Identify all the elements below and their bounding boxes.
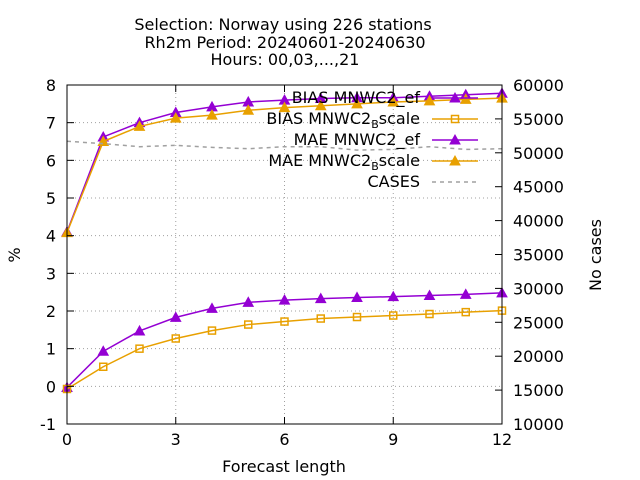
data-point: [169, 311, 182, 322]
y2-tick-label: 20000: [513, 347, 564, 366]
y-tick-label: 1: [46, 340, 56, 359]
data-point: [316, 314, 325, 323]
x-tick-label: 12: [492, 430, 512, 449]
data-point: [207, 326, 217, 335]
data-point: [133, 324, 146, 336]
series-line: [66, 140, 503, 151]
y2-tick-label: 60000: [513, 76, 564, 95]
data-point: [459, 288, 472, 299]
legend-label: MAE MNWC2_ef: [294, 130, 421, 150]
legend-label: MAE MNWC2Bscale: [268, 151, 420, 173]
data-point: [169, 112, 182, 123]
title-line-1: Selection: Norway using 226 stations: [134, 15, 431, 34]
data-point: [314, 99, 327, 111]
legend-label: BIAS MNWC2Bscale: [266, 109, 420, 131]
legend-marker: [449, 91, 461, 103]
series-bias-mnwc2-ef: [61, 286, 508, 392]
series-layer: [61, 87, 508, 394]
x-tick-label: 0: [62, 430, 72, 449]
data-point: [278, 294, 291, 305]
data-point: [459, 93, 472, 104]
y2-tick-label: 40000: [513, 212, 564, 231]
legend-marker: [450, 114, 460, 124]
legend-entry: BIAS MNWC2_ef: [292, 88, 478, 108]
x-axis-label: Forecast length: [222, 457, 346, 476]
data-point: [206, 109, 218, 120]
data-point: [280, 317, 289, 326]
y2-tick-label: 45000: [513, 178, 564, 197]
y2-tick-label: 30000: [513, 279, 564, 298]
y-tick-label: 5: [46, 189, 56, 208]
grid: [67, 85, 502, 424]
data-point: [242, 104, 255, 115]
y-tick-label: 6: [46, 151, 56, 170]
y-tick-label: 8: [46, 76, 56, 95]
data-point: [461, 307, 470, 317]
data-point: [133, 120, 146, 131]
data-point: [351, 291, 363, 302]
title: Selection: Norway using 226 stations Rh2…: [134, 15, 431, 69]
data-point: [387, 290, 400, 302]
legend-entry: MAE MNWC2_ef: [294, 130, 478, 150]
data-point: [97, 345, 110, 356]
data-point: [423, 289, 436, 301]
legend-label: CASES: [367, 172, 420, 191]
x-tick-label: 9: [388, 430, 398, 449]
y-tick-label: 2: [46, 302, 56, 321]
y2-tick-label: 35000: [513, 246, 564, 265]
data-point: [244, 320, 253, 329]
data-point: [425, 309, 434, 319]
legend-entry: MAE MNWC2Bscale: [268, 151, 478, 173]
y-tick-label: 4: [46, 227, 56, 246]
data-point: [351, 97, 363, 109]
data-point: [135, 344, 144, 353]
title-line-3: Hours: 00,03,...,21: [211, 50, 360, 69]
y-tick-label: 7: [46, 114, 56, 133]
data-point: [352, 312, 362, 322]
y-tick-label: 0: [46, 377, 56, 396]
title-line-2: Rh2m Period: 20240601-20240630: [144, 33, 425, 52]
data-point: [423, 94, 436, 106]
legend-marker: [449, 154, 461, 166]
data-point: [387, 95, 400, 107]
data-point: [389, 311, 398, 320]
legend-label: BIAS MNWC2_ef: [292, 88, 421, 108]
y-axis-label: %: [5, 247, 24, 262]
y2-tick-label: 55000: [513, 110, 564, 129]
y-tick-label: -1: [40, 415, 56, 434]
legend-entry: CASES: [367, 172, 478, 191]
data-point: [206, 302, 218, 313]
data-point: [242, 296, 255, 307]
x-tick-label: 3: [171, 430, 181, 449]
x-tick-label: 6: [279, 430, 289, 449]
y2-tick-label: 10000: [513, 415, 564, 434]
y2-tick-label: 25000: [513, 313, 564, 332]
data-point: [171, 334, 180, 343]
y2-tick-label: 50000: [513, 144, 564, 163]
series-cases: [66, 140, 503, 151]
legend-entry: BIAS MNWC2Bscale: [266, 109, 478, 131]
data-point: [314, 292, 327, 304]
y-tick-label: 3: [46, 264, 56, 283]
ticks: 0 3 6 9 12-101234567810000150002000025000300…: [40, 76, 564, 449]
y2-tick-label: 15000: [513, 381, 564, 400]
legend-marker: [449, 133, 461, 145]
data-point: [99, 362, 108, 371]
series-line: [66, 309, 503, 390]
data-point: [278, 101, 291, 113]
y2-axis-label: No cases: [586, 219, 605, 291]
